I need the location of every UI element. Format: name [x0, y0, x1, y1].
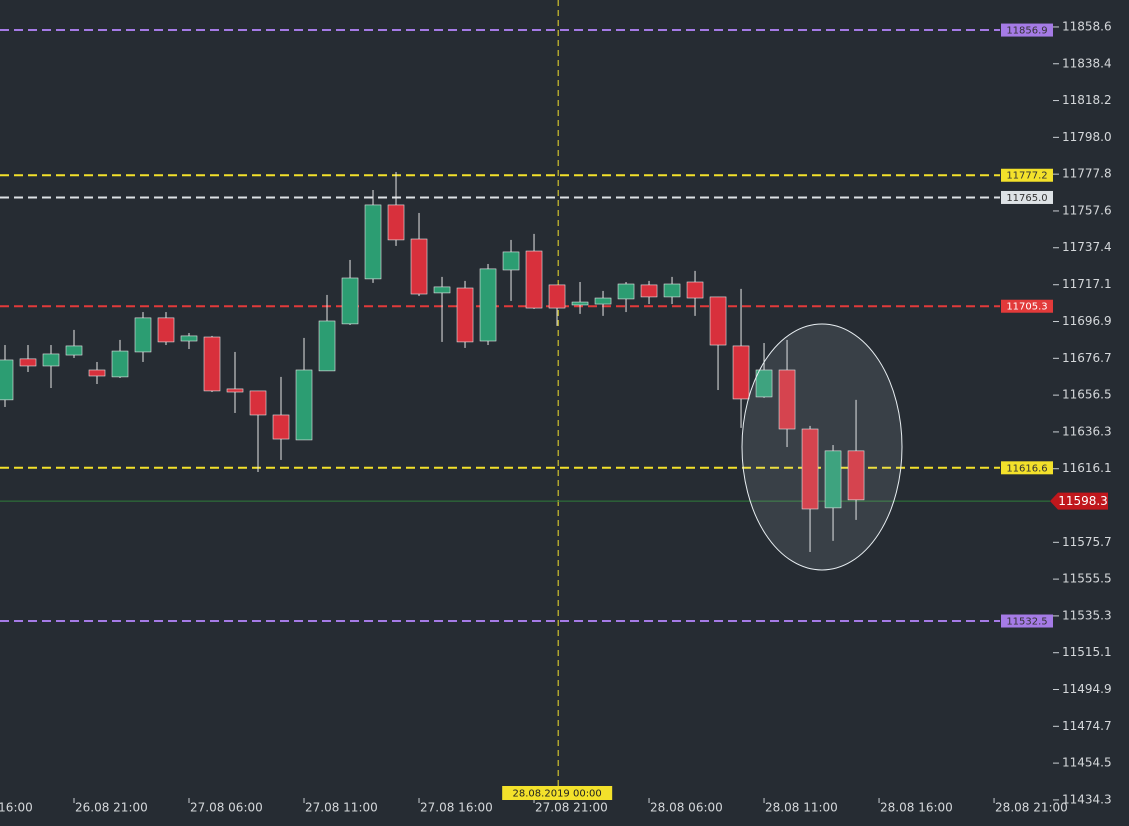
candle-body	[755, 369, 773, 398]
candle-body	[249, 390, 267, 416]
level-label: 11856.9	[1006, 26, 1047, 37]
candle-body	[410, 238, 428, 295]
candle-body	[456, 287, 474, 343]
x-tick-label: 27.08 11:00	[305, 801, 378, 815]
candle-body	[364, 204, 382, 280]
y-tick-label: 11838.4	[1062, 56, 1112, 70]
candle-body	[318, 320, 336, 372]
x-tick-label: 28.08 06:00	[650, 801, 723, 815]
candle-body	[801, 428, 819, 510]
x-tick-label: 27.08 16:00	[420, 801, 493, 815]
candle-body	[203, 336, 221, 392]
y-tick-label: 11454.5	[1062, 756, 1112, 770]
candle-body	[617, 283, 635, 300]
candle-body	[42, 353, 60, 367]
candle-body	[65, 345, 83, 356]
candle-body	[571, 301, 589, 306]
level-label-box	[1001, 614, 1053, 628]
y-tick-label: 11535.3	[1062, 608, 1112, 622]
candle-body	[594, 297, 612, 305]
current-price-label: 11598.3	[1058, 494, 1108, 508]
candle-body	[387, 204, 405, 241]
current-price-box	[1050, 492, 1108, 510]
candle-body	[663, 283, 681, 298]
y-tick-label: 11818.2	[1062, 93, 1112, 107]
level-label: 11532.5	[1006, 617, 1047, 628]
y-tick-label: 11777.8	[1062, 167, 1112, 181]
y-tick-label: 11676.7	[1062, 351, 1112, 365]
level-label-box	[1001, 299, 1053, 313]
candle-body	[295, 369, 313, 441]
y-tick-label: 11636.3	[1062, 424, 1112, 438]
y-tick-label: 11656.5	[1062, 388, 1112, 402]
level-label-box	[1001, 168, 1053, 182]
candle-body	[0, 359, 14, 401]
candle-body	[847, 450, 865, 501]
candle-body	[640, 284, 658, 298]
level-label: 11777.2	[1006, 171, 1047, 182]
candle-body	[134, 317, 152, 353]
level-label-box	[1001, 190, 1053, 204]
candle-body	[548, 284, 566, 309]
y-tick-label: 11434.3	[1062, 792, 1112, 806]
y-tick-label: 11757.6	[1062, 203, 1112, 217]
x-tick-label: 28.08 11:00	[765, 801, 838, 815]
candle-body	[778, 369, 796, 430]
level-label-box	[1001, 23, 1053, 37]
crosshair-label-box	[502, 786, 613, 800]
y-tick-label: 11858.6	[1062, 19, 1112, 33]
candle-body	[88, 369, 106, 377]
x-tick-label: 27.08 21:00	[535, 801, 608, 815]
candle-body	[272, 414, 290, 440]
candle-body	[433, 286, 451, 294]
y-tick-label: 11798.0	[1062, 130, 1112, 144]
x-tick-label: 26.08 16:00	[0, 801, 33, 815]
candle-body	[824, 450, 842, 509]
y-tick-label: 11717.1	[1062, 277, 1112, 291]
candle-body	[686, 281, 704, 299]
x-tick-label: 26.08 21:00	[75, 801, 148, 815]
x-tick-label: 28.08 16:00	[880, 801, 953, 815]
y-tick-label: 11616.1	[1062, 461, 1112, 475]
y-tick-label: 11737.4	[1062, 240, 1112, 254]
crosshair-label: 28.08.2019 00:00	[513, 789, 602, 800]
candle-body	[180, 335, 198, 342]
candle-body	[19, 358, 37, 367]
candle-body	[732, 345, 750, 400]
candle-body	[479, 268, 497, 342]
candle-body	[226, 388, 244, 393]
y-tick-label: 11474.7	[1062, 719, 1112, 733]
y-tick-label: 11555.5	[1062, 572, 1112, 586]
level-label-box	[1001, 461, 1053, 475]
candle-body	[709, 296, 727, 346]
level-label: 11765.0	[1006, 193, 1047, 204]
y-tick-label: 11575.7	[1062, 535, 1112, 549]
candle-body	[341, 277, 359, 325]
candle-body	[157, 317, 175, 343]
x-tick-label: 28.08 21:00	[995, 801, 1068, 815]
level-label: 11616.6	[1006, 463, 1047, 474]
highlight-ellipse	[741, 323, 903, 571]
candle-body	[111, 350, 129, 378]
candle-body	[502, 251, 520, 271]
y-tick-label: 11515.1	[1062, 645, 1112, 659]
level-label: 11705.3	[1006, 302, 1047, 313]
x-tick-label: 27.08 06:00	[190, 801, 263, 815]
y-tick-label: 11696.9	[1062, 314, 1112, 328]
y-tick-label: 11494.9	[1062, 682, 1112, 696]
candle-body	[525, 250, 543, 309]
